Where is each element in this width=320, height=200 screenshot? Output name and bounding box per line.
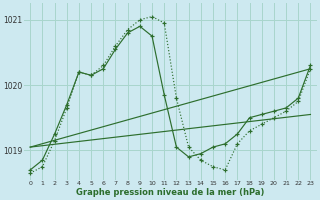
X-axis label: Graphe pression niveau de la mer (hPa): Graphe pression niveau de la mer (hPa): [76, 188, 265, 197]
